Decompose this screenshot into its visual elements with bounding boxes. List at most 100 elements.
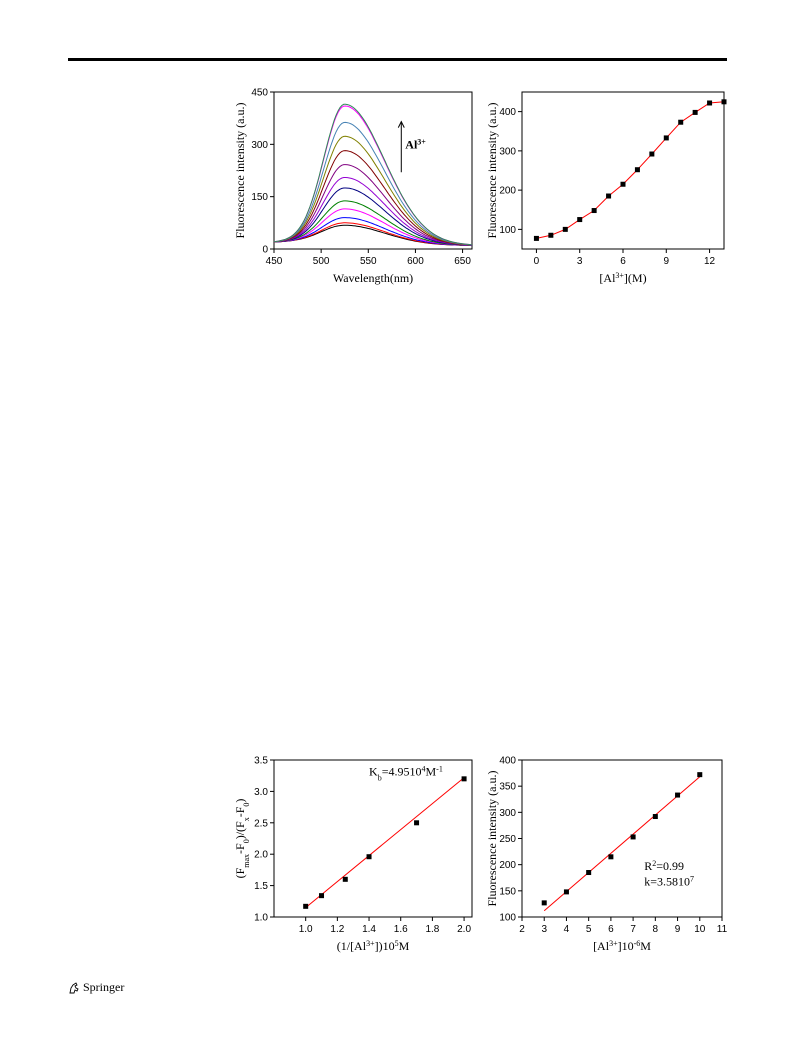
slope-annotation: k=3.58107 [644,874,694,889]
data-point [721,99,727,105]
data-point [533,235,539,241]
x-tick-label: 7 [630,924,636,935]
x-axis-title: [Al3+]10-6M [593,939,651,954]
y-tick-label: 450 [251,88,268,99]
x-tick-label: 9 [675,924,681,935]
data-point [630,834,636,840]
x-tick-label: 6 [608,924,614,935]
spectrum-series-line [273,187,473,246]
data-point [663,135,669,141]
y-axis-title: (Fmax-F0)/(Fx-F0) [233,799,251,879]
fit-line [305,777,465,908]
y-tick-label: 200 [499,860,516,871]
x-tick-label: 1.4 [362,924,376,935]
y-tick-label: 200 [499,186,516,197]
y-tick-label: 150 [499,886,516,897]
header-rule [68,58,727,61]
y-tick-label: 1.0 [254,913,268,924]
titration-svg: 0 3 6 9 12 100 200 300 400 [Al3+](M) Fluorescence … [485,91,727,286]
publisher-name: Springer [83,980,125,994]
benesi-svg: 1.0 1.2 1.4 1.6 1.8 2.0 1.0 1.5 2.0 2.5 3.0 3.5 Kb=4… [233,756,473,954]
x-tick-label: 6 [620,256,626,267]
detection-limit-chart: 2 3 4 5 6 7 8 9 10 11 100 150 200 250 300 350 400 R2=0.99… [482,748,728,958]
data-point [692,109,698,115]
data-point [342,876,348,882]
spectrum-series-line [273,121,473,246]
y-axis-title: Fluorescence intensity (a.u.) [233,103,247,239]
x-tick-label: 600 [407,256,424,267]
data-point [634,167,640,173]
x-tick-label: 5 [586,924,592,935]
x-tick-label: 1.0 [299,924,313,935]
y-tick-label: 3.5 [254,756,268,767]
data-point [577,217,583,223]
x-axis-title: Wavelength(nm) [333,271,413,285]
fluorescence-spectra-chart: 450 500 550 600 650 0 150 300 450 Al3+ Wavelength(… [230,80,480,290]
data-point [541,900,547,906]
al3-annotation: Al3+ [405,137,426,152]
y-tick-label: 3.0 [254,787,268,798]
x-tick-label: 500 [313,256,330,267]
spectrum-series-line [273,177,472,246]
y-tick-label: 300 [499,146,516,157]
publisher-footer: Springer [68,980,124,995]
data-point [675,792,681,798]
spectra-svg: 450 500 550 600 650 0 150 300 450 Al3+ Wavelength(… [233,88,473,285]
y-tick-label: 400 [499,107,516,118]
data-point [707,100,713,106]
data-point [586,870,592,876]
increase-arrow-head [397,120,405,128]
data-point [652,814,658,820]
y-tick-label: 250 [499,834,516,845]
data-point [562,226,568,232]
data-point [563,889,569,895]
data-point [678,119,684,125]
y-tick-label: 150 [251,192,268,203]
spectrum-series-line [273,200,473,246]
spectrum-series-line [273,164,473,246]
x-tick-label: 11 [717,924,728,935]
y-tick-label: 350 [499,782,516,793]
x-tick-label: 1.6 [394,924,408,935]
y-tick-label: 100 [499,225,516,236]
y-tick-label: 2.0 [254,850,268,861]
x-tick-label: 2 [519,924,525,935]
lod-svg: 2 3 4 5 6 7 8 9 10 11 100 150 200 250 300 350 400 R2=0.99… [485,756,728,954]
data-point [366,854,372,860]
x-tick-label: 450 [266,256,283,267]
titration-curve-chart: 0 3 6 9 12 100 200 300 400 [Al3+](M) Fluorescence … [482,80,727,290]
data-point [319,893,325,899]
x-tick-label: 550 [360,256,377,267]
data-point [303,903,309,909]
y-tick-label: 1.5 [254,881,268,892]
x-axis-title: (1/[Al3+])105M [337,939,410,954]
x-tick-label: 8 [653,924,659,935]
y-tick-label: 0 [262,245,268,256]
spectrum-series-line [273,150,473,246]
y-tick-label: 2.5 [254,818,268,829]
binding-constant-annotation: Kb=4.95104M-1 [369,764,443,782]
plot-frame [273,91,473,250]
data-point [697,772,703,778]
r-squared-annotation: R2=0.99 [644,858,684,873]
plot-frame [273,759,473,918]
x-tick-label: 4 [564,924,570,935]
data-point [548,232,554,238]
x-tick-label: 9 [664,256,670,267]
springer-horse-icon [69,981,79,993]
y-axis-title: Fluorescence intensity (a.u.) [485,771,499,907]
x-tick-label: 3 [541,924,547,935]
y-tick-label: 300 [251,140,268,151]
x-tick-label: 2.0 [457,924,471,935]
x-tick-label: 0 [534,256,540,267]
data-point [606,193,612,199]
fit-line [536,101,725,239]
y-tick-label: 100 [499,913,516,924]
y-tick-label: 300 [499,808,516,819]
y-tick-label: 400 [499,756,516,767]
x-axis-title: [Al3+](M) [599,271,646,286]
benesi-hildebrand-chart: 1.0 1.2 1.4 1.6 1.8 2.0 1.0 1.5 2.0 2.5 3.0 3.5 Kb=4… [230,748,480,958]
y-axis-title: Fluorescence intensity (a.u.) [485,103,499,239]
fit-line [543,776,701,912]
data-point [608,854,614,860]
